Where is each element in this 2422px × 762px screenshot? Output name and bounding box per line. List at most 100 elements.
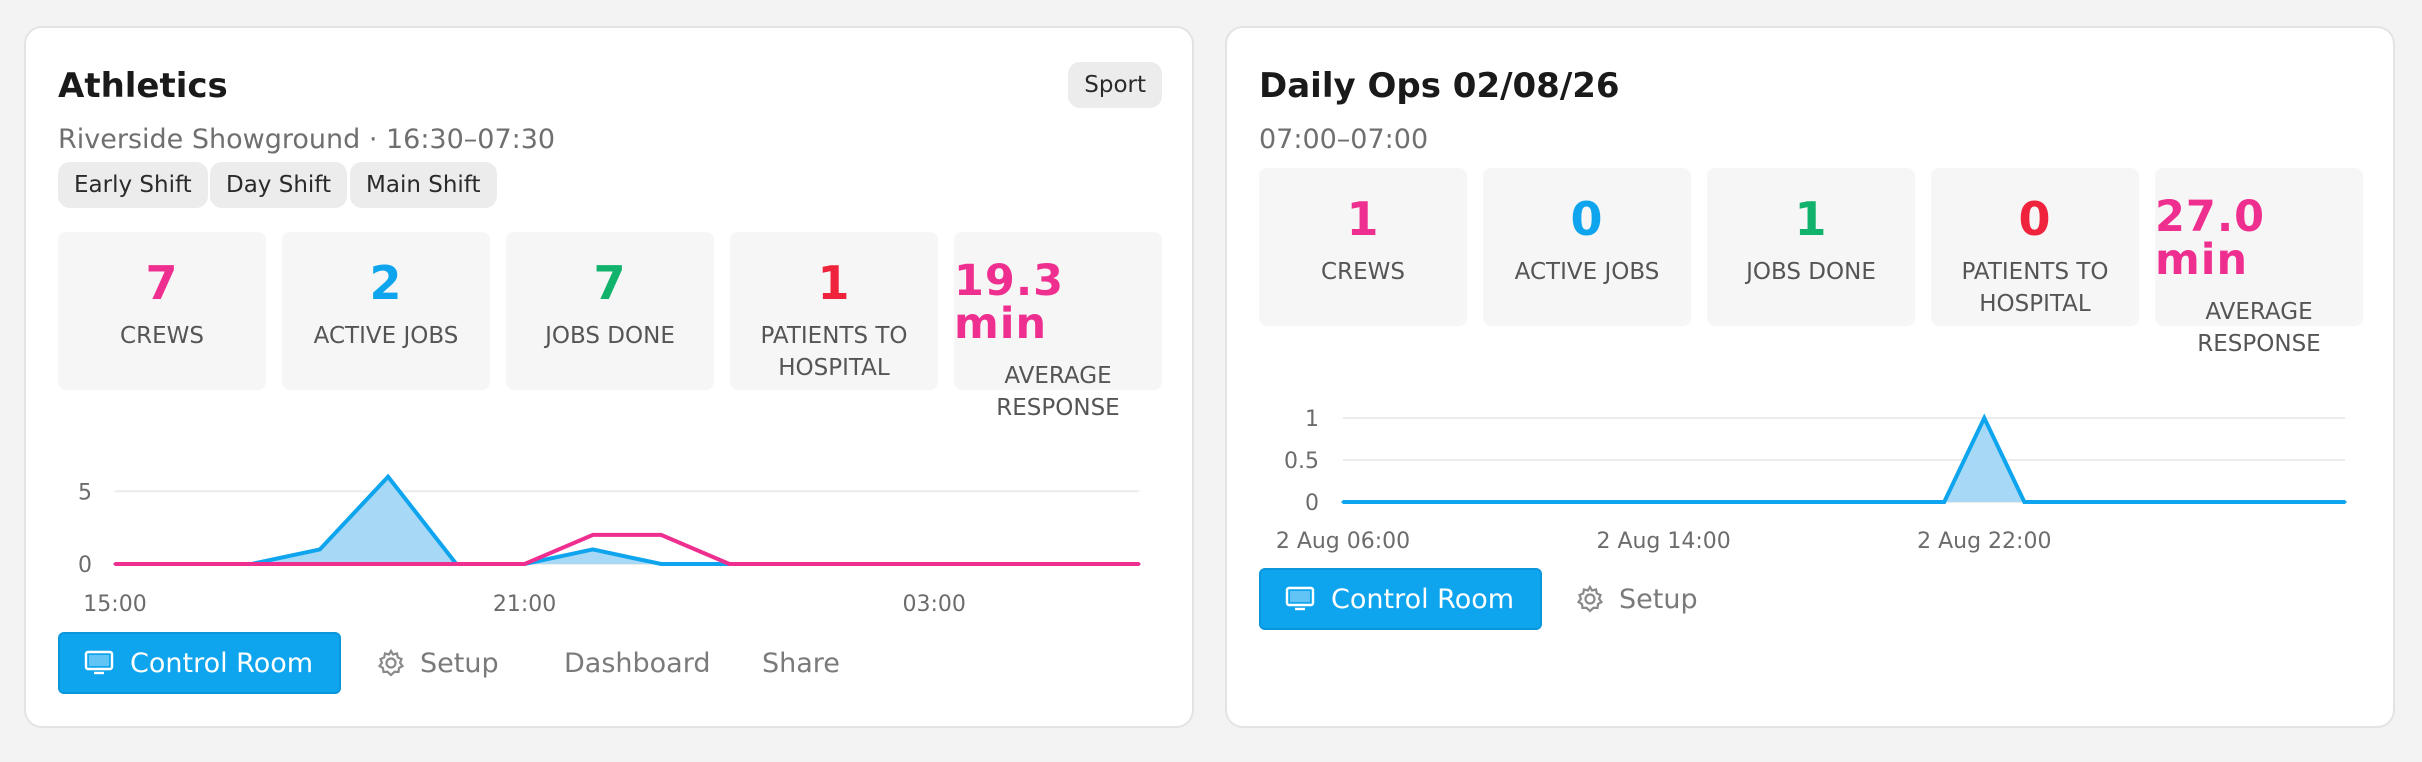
setup-label: Setup bbox=[1619, 583, 1698, 615]
stat-value: 2 bbox=[369, 256, 403, 310]
control-room-button[interactable]: Control Room bbox=[1259, 568, 1543, 630]
x-tick-label: 03:00 bbox=[902, 592, 965, 617]
stat-average-response: 19.3 min AVERAGE RESPONSE bbox=[954, 232, 1162, 421]
data-point bbox=[1942, 500, 1946, 504]
data-point bbox=[1702, 500, 1706, 504]
data-point bbox=[1902, 500, 1906, 504]
series-area bbox=[115, 476, 1139, 564]
data-point bbox=[864, 562, 868, 566]
stat-patients-to-hospital: 0 PATIENTS TO HOSPITAL bbox=[1931, 168, 2139, 326]
shift-chip-main[interactable]: Main Shift bbox=[350, 162, 497, 208]
stat-value: 7 bbox=[593, 256, 627, 310]
data-point bbox=[2183, 500, 2187, 504]
data-point bbox=[1381, 500, 1385, 504]
category-badge: Sport bbox=[1068, 62, 1162, 108]
stat-value: 1 bbox=[1794, 192, 1828, 246]
event-card-daily-ops: Daily Ops 02/08/26 07:00–07:00 1 CREWS 0… bbox=[1225, 26, 2395, 728]
data-point bbox=[796, 562, 800, 566]
y-tick-label: 0.5 bbox=[1284, 449, 1319, 474]
card-subtitle: Riverside Showground · 16:30–07:30 bbox=[58, 124, 556, 155]
stat-label: CREWS bbox=[120, 323, 204, 349]
control-room-button[interactable]: Control Room bbox=[58, 632, 342, 694]
stat-label: AVERAGE RESPONSE bbox=[2197, 299, 2321, 357]
data-point bbox=[591, 547, 595, 551]
data-point bbox=[1982, 416, 1986, 420]
data-point bbox=[318, 547, 322, 551]
stat-label: CREWS bbox=[1321, 259, 1405, 285]
data-point bbox=[2303, 500, 2307, 504]
y-tick-label: 0 bbox=[78, 553, 92, 578]
stat-label: JOBS DONE bbox=[1746, 259, 1876, 285]
data-point bbox=[2103, 500, 2107, 504]
stat-value: 1 bbox=[817, 256, 851, 310]
setup-button[interactable]: Setup bbox=[1575, 568, 1698, 630]
data-point bbox=[1137, 562, 1141, 566]
activity-chart: 0 5 15:00 21:00 03:00 bbox=[78, 473, 1141, 617]
data-point bbox=[113, 562, 117, 566]
stat-label: AVERAGE RESPONSE bbox=[996, 363, 1120, 421]
stat-label: ACTIVE JOBS bbox=[313, 323, 459, 349]
data-point bbox=[1461, 500, 1465, 504]
stat-average-response: 27.0 min AVERAGE RESPONSE bbox=[2155, 168, 2363, 357]
data-point bbox=[659, 562, 663, 566]
data-point bbox=[454, 562, 458, 566]
stats-row: 7 CREWS 2 ACTIVE JOBS 7 JOBS DONE 1 PATI… bbox=[58, 232, 1162, 421]
stat-jobs-done: 7 JOBS DONE bbox=[506, 232, 714, 390]
stats-row: 1 CREWS 0 ACTIVE JOBS 1 JOBS DONE 0 PATI… bbox=[1259, 168, 2363, 357]
data-point bbox=[181, 562, 185, 566]
activity-chart: 0 0.5 1 2 Aug 06:00 2 Aug 14:00 2 Aug 22:00 bbox=[1276, 407, 2347, 554]
stat-value: 7 bbox=[145, 256, 179, 310]
data-point bbox=[2223, 500, 2227, 504]
data-point bbox=[1822, 500, 1826, 504]
stat-value: 0 bbox=[1570, 192, 1604, 246]
shift-chip-early[interactable]: Early Shift bbox=[58, 162, 208, 208]
data-point bbox=[591, 533, 595, 537]
stat-active-jobs: 2 ACTIVE JOBS bbox=[282, 232, 490, 390]
stat-patients-to-hospital: 1 PATIENTS TO HOSPITAL bbox=[730, 232, 938, 390]
stat-value: 19.3 min bbox=[954, 256, 1065, 349]
control-room-label: Control Room bbox=[1331, 583, 1515, 615]
gear-icon bbox=[376, 648, 406, 678]
dashboard-link[interactable]: Dashboard bbox=[564, 647, 711, 679]
gear-icon bbox=[1575, 584, 1605, 614]
data-point bbox=[1069, 562, 1073, 566]
control-room-label: Control Room bbox=[130, 647, 314, 679]
card-subtitle: 07:00–07:00 bbox=[1259, 124, 1429, 155]
data-point bbox=[1862, 500, 1866, 504]
monitor-icon bbox=[1285, 586, 1315, 612]
x-tick-label: 2 Aug 22:00 bbox=[1917, 529, 2051, 554]
data-point bbox=[1421, 500, 1425, 504]
event-card-athletics: Athletics Sport Riverside Showground · 1… bbox=[24, 26, 1194, 728]
shift-chip-day[interactable]: Day Shift bbox=[210, 162, 348, 208]
stat-jobs-done: 1 JOBS DONE bbox=[1707, 168, 1915, 326]
setup-button[interactable]: Setup bbox=[376, 632, 499, 694]
y-tick-label: 1 bbox=[1305, 407, 1319, 432]
series-line-blue bbox=[1343, 413, 2345, 504]
data-point bbox=[932, 562, 936, 566]
card-title: Daily Ops 02/08/26 bbox=[1259, 66, 1620, 106]
data-point bbox=[1581, 500, 1585, 504]
stat-value: 1 bbox=[1346, 192, 1380, 246]
x-tick-label: 15:00 bbox=[83, 592, 146, 617]
data-point bbox=[1742, 500, 1746, 504]
data-point bbox=[1501, 500, 1505, 504]
x-tick-label: 21:00 bbox=[493, 592, 556, 617]
data-point bbox=[2263, 500, 2267, 504]
data-point bbox=[1622, 500, 1626, 504]
x-tick-label: 2 Aug 14:00 bbox=[1596, 529, 1730, 554]
data-point bbox=[727, 562, 731, 566]
share-link[interactable]: Share bbox=[762, 647, 840, 679]
data-point bbox=[1541, 500, 1545, 504]
data-point bbox=[523, 562, 527, 566]
data-point bbox=[1782, 500, 1786, 504]
series-line-pink bbox=[115, 532, 1139, 566]
stat-label: ACTIVE JOBS bbox=[1514, 259, 1660, 285]
data-point bbox=[386, 475, 390, 479]
stat-label: PATIENTS TO HOSPITAL bbox=[760, 323, 908, 381]
data-point bbox=[1000, 562, 1004, 566]
data-point bbox=[659, 533, 663, 537]
data-point bbox=[2022, 500, 2026, 504]
monitor-icon bbox=[84, 650, 114, 676]
data-point bbox=[2062, 500, 2066, 504]
stat-label: JOBS DONE bbox=[545, 323, 675, 349]
